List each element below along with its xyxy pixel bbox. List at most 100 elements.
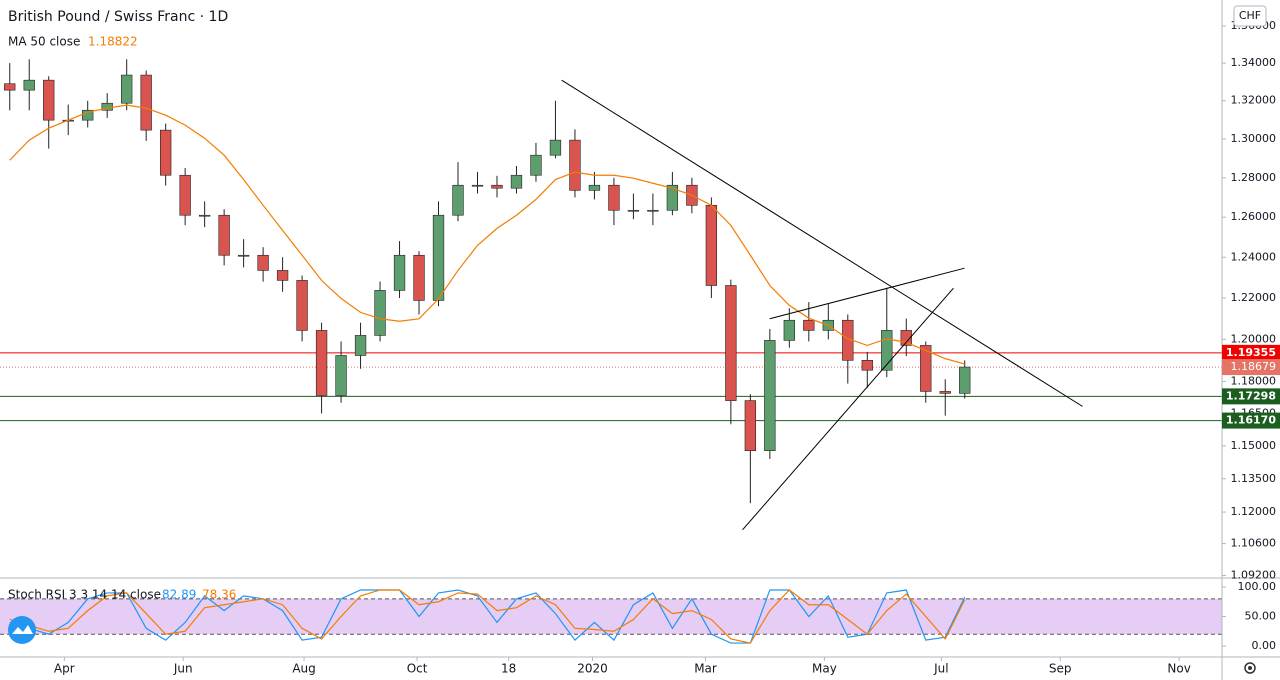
y-tick-label: 1.12000 xyxy=(1231,505,1277,518)
candle-body xyxy=(588,184,601,191)
candle-body xyxy=(549,139,562,156)
last-price-box xyxy=(1222,359,1280,376)
candle-body xyxy=(764,340,776,452)
level-label: 1.16170 xyxy=(1226,414,1276,427)
candle-body xyxy=(510,174,523,189)
candle-body xyxy=(276,270,289,281)
candle-body xyxy=(4,83,16,91)
x-tick-label: 18 xyxy=(501,662,516,676)
y-tick-label: 1.26000 xyxy=(1231,210,1277,223)
y-tick-label: 1.32000 xyxy=(1231,94,1277,107)
x-tick-label: 2020 xyxy=(577,662,608,676)
currency-button[interactable] xyxy=(1233,5,1267,27)
y-tick-label: 1.34000 xyxy=(1231,56,1277,69)
candle-body xyxy=(647,209,659,212)
level-label-box xyxy=(1222,344,1280,361)
x-tick-label: Jun xyxy=(173,662,193,676)
y-tick-label: 1.24000 xyxy=(1231,250,1277,263)
candle-body xyxy=(725,285,737,401)
last-price-label: 1.18679 xyxy=(1231,360,1277,373)
chart-title: British Pound / Swiss Franc · 1D xyxy=(8,9,228,25)
level-label-box xyxy=(1222,388,1280,405)
level-label-box xyxy=(1222,412,1280,429)
candle-body xyxy=(23,79,35,91)
candle-body xyxy=(959,366,971,394)
candle-body xyxy=(705,205,718,286)
y-tick-label: 1.28000 xyxy=(1231,171,1277,184)
candle-body xyxy=(43,79,55,121)
trend-line xyxy=(561,79,1083,407)
x-tick-label: Aug xyxy=(292,662,315,676)
candle-body xyxy=(530,154,542,176)
candle-body xyxy=(861,360,873,371)
y-tick-label: 100.00 xyxy=(1238,580,1277,593)
candle-body xyxy=(257,254,269,271)
candle-body xyxy=(881,330,893,371)
candle-body xyxy=(160,129,172,176)
y-tick-label: 1.18000 xyxy=(1231,374,1277,387)
trend-line xyxy=(742,287,954,531)
candle-body xyxy=(744,400,757,452)
candle-body xyxy=(296,280,308,331)
stoch-d-value: 78.36 xyxy=(202,588,236,602)
candle-body xyxy=(179,174,191,216)
candle-body xyxy=(354,335,367,356)
price-pane xyxy=(0,59,1222,531)
ma-line xyxy=(9,104,965,365)
candle-body xyxy=(452,184,464,216)
stoch-k-value: 82.89 xyxy=(162,588,196,602)
candle-body xyxy=(432,214,445,301)
y-tick-label: 1.22000 xyxy=(1231,291,1277,304)
band-fill xyxy=(0,598,1222,635)
candle-body xyxy=(471,184,484,187)
candle-body xyxy=(335,355,347,396)
x-tick-label: Apr xyxy=(54,662,75,676)
candle-body xyxy=(237,254,250,257)
stoch-line xyxy=(9,589,966,644)
ma-value: 1.18822 xyxy=(88,35,138,49)
candle-body xyxy=(393,254,406,291)
y-tick-label: 1.13500 xyxy=(1231,472,1277,485)
y-tick-label: 1.09200 xyxy=(1231,568,1277,581)
y-tick-label: 50.00 xyxy=(1245,610,1277,623)
x-tick-label: May xyxy=(812,662,837,676)
currency-label[interactable]: CHF xyxy=(1239,9,1261,22)
candle-body xyxy=(627,209,640,212)
stoch-line xyxy=(9,589,966,644)
x-tick-label: Jul xyxy=(933,662,948,676)
candle-body xyxy=(140,74,152,131)
trend-line xyxy=(769,267,965,320)
candle-body xyxy=(803,319,815,331)
x-tick-label: Mar xyxy=(694,662,717,676)
stoch-pane xyxy=(0,589,1222,644)
candle-body xyxy=(82,109,94,121)
y-tick-label: 1.10600 xyxy=(1231,537,1277,550)
level-label: 1.19355 xyxy=(1226,346,1276,359)
candle-body xyxy=(939,391,951,394)
x-tick-label: Nov xyxy=(1167,662,1190,676)
candle-body xyxy=(783,319,795,341)
y-tick-label: 1.30000 xyxy=(1231,132,1277,145)
level-label: 1.17298 xyxy=(1226,389,1276,402)
x-tick-label: Oct xyxy=(407,662,428,676)
y-tick-label: 1.20000 xyxy=(1231,332,1277,345)
logo xyxy=(8,616,36,644)
candle-body xyxy=(413,254,425,301)
candle-body xyxy=(198,214,211,217)
settings-icon[interactable] xyxy=(1244,662,1256,674)
candle-body xyxy=(491,184,503,189)
candle-body xyxy=(374,290,386,336)
x-tick-label: Sep xyxy=(1049,662,1072,676)
candle-body xyxy=(121,74,133,104)
candle-body xyxy=(920,345,932,392)
candle-body xyxy=(315,330,328,396)
stoch-legend: Stoch RSI 3 3 14 14 close xyxy=(8,588,161,602)
y-tick-label: 0.00 xyxy=(1252,639,1277,652)
candle-body xyxy=(569,139,581,191)
candle-body xyxy=(666,184,679,211)
candle-body xyxy=(608,184,620,211)
y-tick-label: 1.15000 xyxy=(1231,439,1277,452)
